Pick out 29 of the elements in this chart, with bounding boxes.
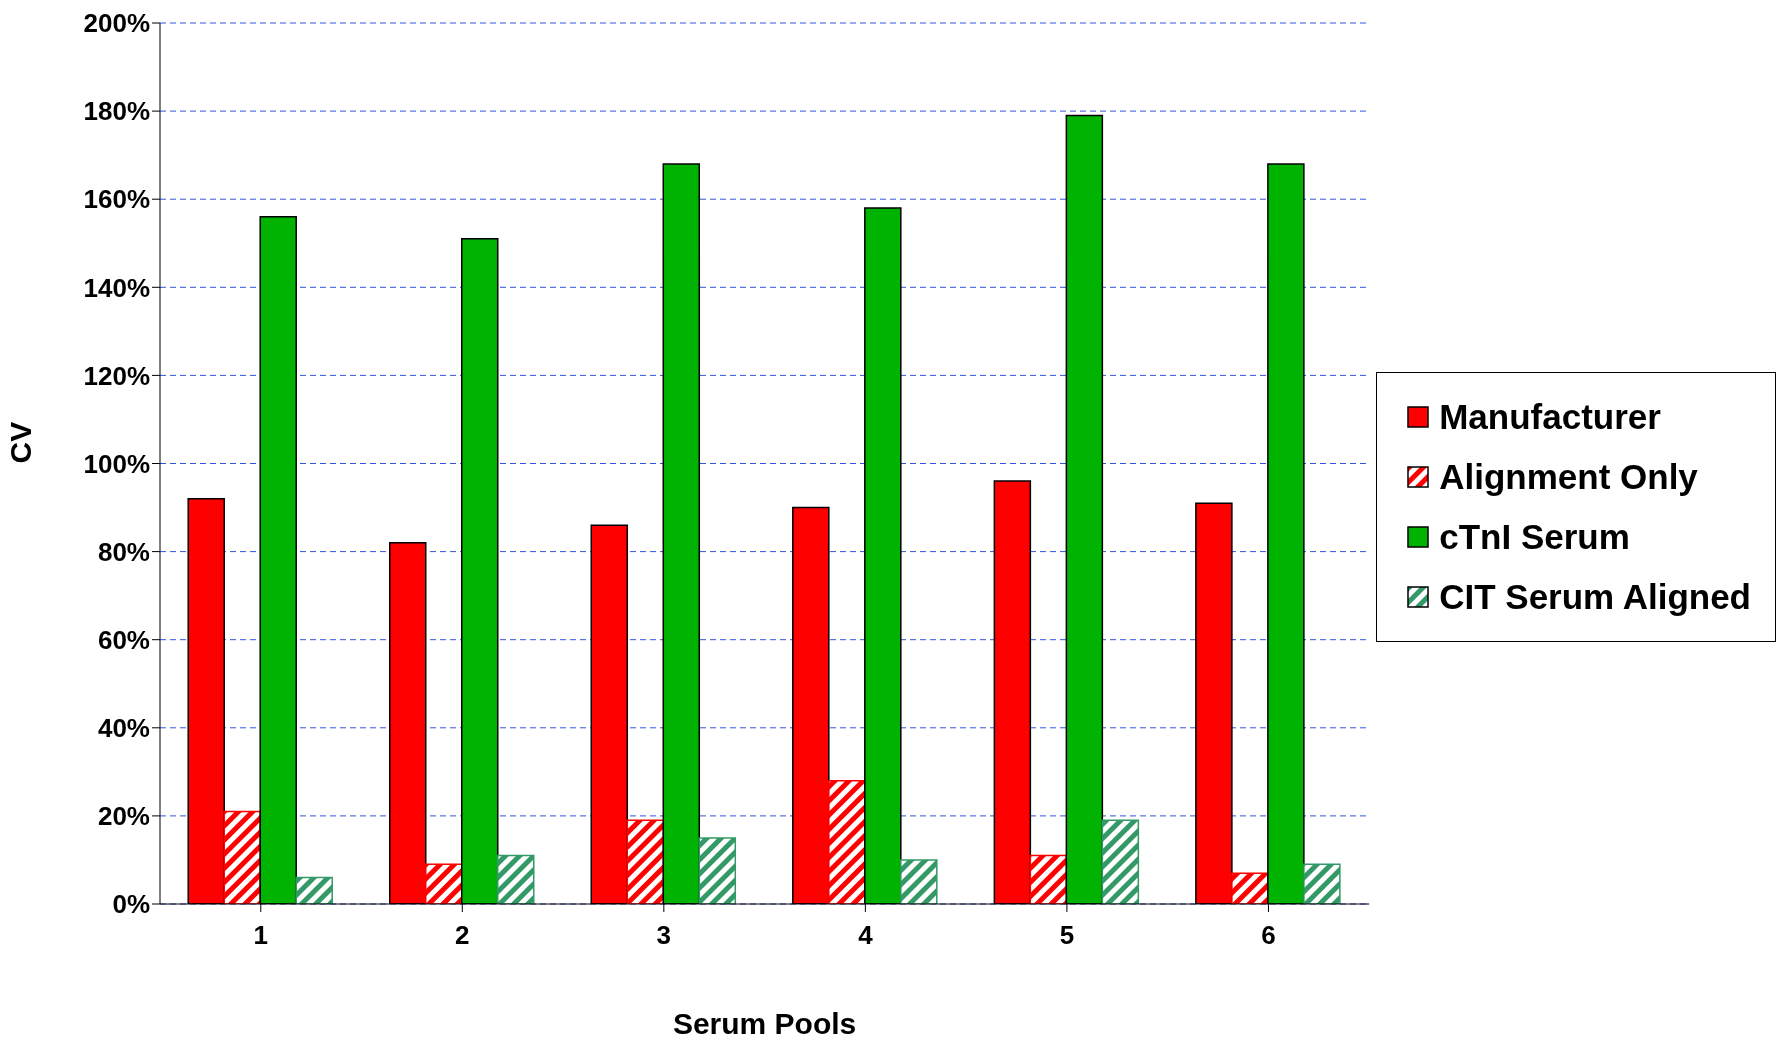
x-axis-title: Serum Pools [672, 1007, 857, 1040]
y-tick-label: 200% [83, 8, 150, 39]
bar [1303, 863, 1341, 904]
bar [698, 837, 737, 904]
x-tick-label: 3 [656, 920, 672, 951]
y-tick-label: 60% [97, 624, 150, 655]
y-tick-label: 0% [112, 889, 150, 920]
x-tick-label: 1 [253, 920, 268, 951]
x-tick-label: 4 [858, 920, 874, 951]
y-tick-label: 80% [97, 536, 150, 567]
legend-label: Manufacturer [1439, 397, 1661, 437]
y-tick-label: 140% [83, 272, 150, 303]
y-tick-label: 160% [83, 184, 150, 215]
y-tick-label: 40% [97, 713, 150, 744]
x-tick-label: 2 [455, 920, 470, 951]
bar [295, 876, 333, 904]
bar [900, 859, 938, 904]
bar [497, 854, 535, 904]
x-tick-label: 6 [1261, 920, 1276, 951]
y-tick-label: 100% [83, 448, 150, 479]
y-tick-label: 20% [97, 801, 150, 832]
y-tick-label: 180% [83, 96, 150, 127]
legend-label: Alignment Only [1439, 457, 1698, 497]
bar [1101, 819, 1140, 904]
y-axis-title: CV [3, 421, 37, 464]
legend-label: cTnI Serum [1439, 517, 1630, 557]
y-tick-label: 120% [83, 360, 150, 391]
x-tick-label: 5 [1059, 920, 1075, 951]
legend-label: CIT Serum Aligned [1439, 577, 1751, 617]
